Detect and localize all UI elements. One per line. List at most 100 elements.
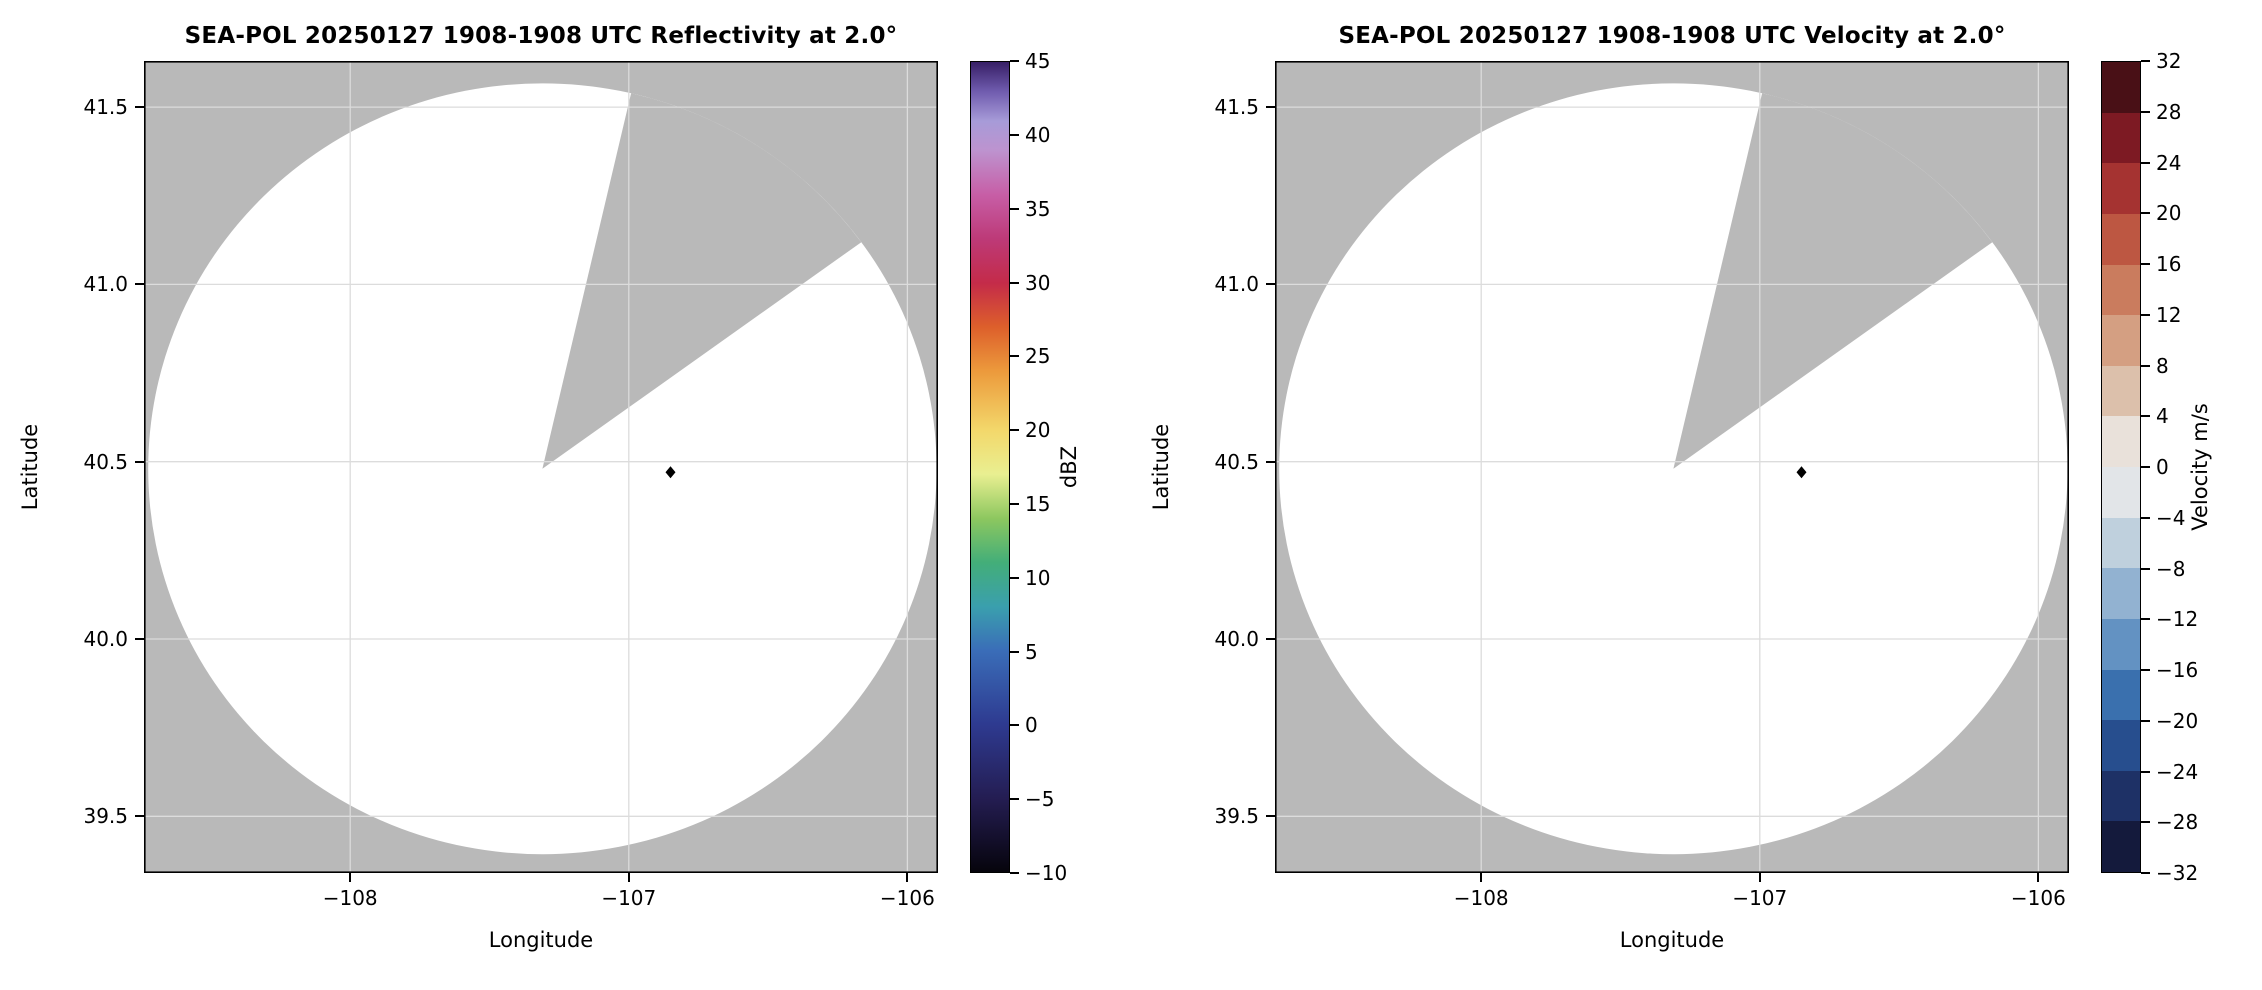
colorbar-tick-mark	[2141, 466, 2150, 468]
colorbar-tick-mark	[2141, 719, 2150, 722]
colorbar-tick-mark	[2141, 212, 2150, 215]
plot-frame	[144, 61, 938, 873]
colorbar-tick-label: 4	[2156, 404, 2169, 429]
y-tick-label: 39.5	[83, 804, 128, 829]
y-tick-label: 40.0	[1214, 627, 1259, 651]
x-tick-mark	[2037, 873, 2040, 882]
colorbar-tick-label: 35	[1025, 196, 1051, 221]
site-marker	[665, 466, 676, 479]
colorbar-tick-mark	[2141, 872, 2150, 874]
colorbar-tick-label: 20	[2156, 201, 2182, 226]
reflectivity-colorbar	[970, 61, 1010, 873]
radar-ppi-plot	[1275, 61, 2069, 873]
colorbar-ticks: −10 −5 0 5 10 15 20 25 30 35 40 45	[1010, 51, 1120, 883]
colorbar-segment	[2102, 62, 2140, 113]
colorbar-tick-mark	[2141, 567, 2150, 570]
colorbar-segment	[2102, 163, 2140, 214]
colorbar-ticks: −32 −28 −24 −20 −16 −12 −8 −4 0 4 8 12 16 20 24 28 32	[2141, 51, 2251, 883]
colorbar-tick-mark	[1010, 798, 1019, 801]
colorbar-tick-label: 25	[1025, 344, 1051, 369]
x-tick-mark	[1480, 873, 1483, 882]
colorbar-tick-label: 24	[2156, 150, 2182, 175]
colorbar-tick-label: −8	[2156, 556, 2186, 581]
x-tick-label: −107	[1732, 886, 1788, 910]
colorbar-tick-label: 32	[2156, 49, 2182, 73]
y-tick-label: 41.5	[1214, 95, 1259, 120]
colorbar-tick-label: 16	[2156, 252, 2182, 276]
y-tick-mark	[135, 638, 144, 640]
colorbar-tick-mark	[2141, 669, 2150, 671]
y-tick-mark	[135, 815, 144, 818]
y-tick-mark	[135, 106, 144, 109]
colorbar-segment	[2102, 213, 2140, 265]
y-tick-mark	[1266, 638, 1275, 640]
y-tick-label: 40.5	[83, 449, 128, 474]
colorbar-tick-label: −16	[2156, 658, 2199, 682]
missing-data-sector	[542, 93, 862, 469]
colorbar-tick-label: −12	[2156, 607, 2199, 632]
colorbar-segment	[2102, 669, 2140, 721]
colorbar-tick-mark	[1010, 724, 1019, 727]
colorbar-tick-label: 0	[1025, 713, 1038, 738]
colorbar-tick-mark	[1010, 281, 1019, 284]
velocity-panel: SEA-POL 20250127 1908-1908 UTC Velocity …	[1131, 0, 2262, 990]
colorbar-tick-mark	[2141, 161, 2150, 164]
colorbar-tick-label: 40	[1025, 122, 1051, 147]
missing-data-sector	[1673, 93, 1993, 469]
colorbar-tick-label: 45	[1025, 49, 1051, 73]
site-marker	[1796, 466, 1807, 479]
plot-frame	[1275, 61, 2069, 873]
y-tick-mark	[135, 460, 144, 463]
y-axis: 39.5 40.0 40.5 41.0 41.5	[1131, 61, 1275, 873]
colorbar-segment	[2102, 770, 2140, 822]
colorbar-tick-mark	[2141, 60, 2150, 62]
plot-area	[1275, 61, 2069, 873]
colorbar-label: dBZ	[1057, 445, 1081, 489]
velocity-colorbar	[2101, 61, 2141, 873]
colorbar-label: Velocity m/s	[2188, 403, 2212, 531]
colorbar-tick-mark	[2141, 770, 2150, 773]
y-tick-mark	[1266, 460, 1275, 463]
y-tick-mark	[135, 283, 144, 286]
colorbar-tick-mark	[2141, 415, 2150, 418]
x-tick-mark	[906, 873, 909, 882]
y-tick-mark	[1266, 815, 1275, 818]
colorbar-tick-mark	[2141, 821, 2150, 824]
x-tick-mark	[1758, 873, 1761, 882]
y-tick-label: 39.5	[1214, 804, 1259, 829]
colorbar-tick-mark	[1010, 576, 1019, 579]
colorbar-tick-label: 30	[1025, 270, 1051, 295]
colorbar-tick-mark	[2141, 313, 2150, 316]
colorbar-tick-label: 20	[1025, 418, 1051, 443]
colorbar-tick-label: −5	[1025, 787, 1055, 812]
y-tick-mark	[1266, 106, 1275, 109]
colorbar-tick-label: 15	[1025, 491, 1051, 516]
colorbar-segment	[2102, 568, 2140, 619]
radar-ppi-plot	[144, 61, 938, 873]
x-tick-label: −108	[1453, 886, 1509, 910]
colorbar-tick-mark	[1010, 207, 1019, 210]
colorbar-tick-label: 8	[2156, 353, 2169, 378]
x-tick-label: −108	[322, 886, 378, 910]
colorbar-segment	[2102, 365, 2140, 417]
colorbar-gradient	[971, 62, 1009, 872]
x-axis: −108 −107 −106	[1275, 873, 2069, 921]
colorbar-segment	[2102, 720, 2140, 771]
y-tick-label: 41.0	[83, 272, 128, 297]
reflectivity-panel: SEA-POL 20250127 1908-1908 UTC Reflectiv…	[18, 23, 1120, 952]
colorbar-segment	[2102, 416, 2140, 467]
x-axis-label: Longitude	[1619, 928, 1725, 952]
colorbar-segment	[2102, 264, 2140, 316]
y-tick-label: 41.0	[1214, 272, 1259, 297]
plot-area	[144, 61, 938, 873]
colorbar-gradient	[2102, 62, 2140, 872]
colorbar-segment	[2102, 618, 2140, 670]
colorbar-tick-label: −4	[2156, 505, 2186, 530]
colorbar-tick-label: −20	[2156, 708, 2199, 733]
x-tick-label: −107	[601, 886, 657, 910]
x-tick-label: −106	[879, 886, 935, 910]
x-axis: −108 −107 −106	[144, 873, 938, 921]
colorbar-tick-label: −10	[1025, 861, 1068, 885]
y-axis-label: Latitude	[1149, 423, 1173, 511]
